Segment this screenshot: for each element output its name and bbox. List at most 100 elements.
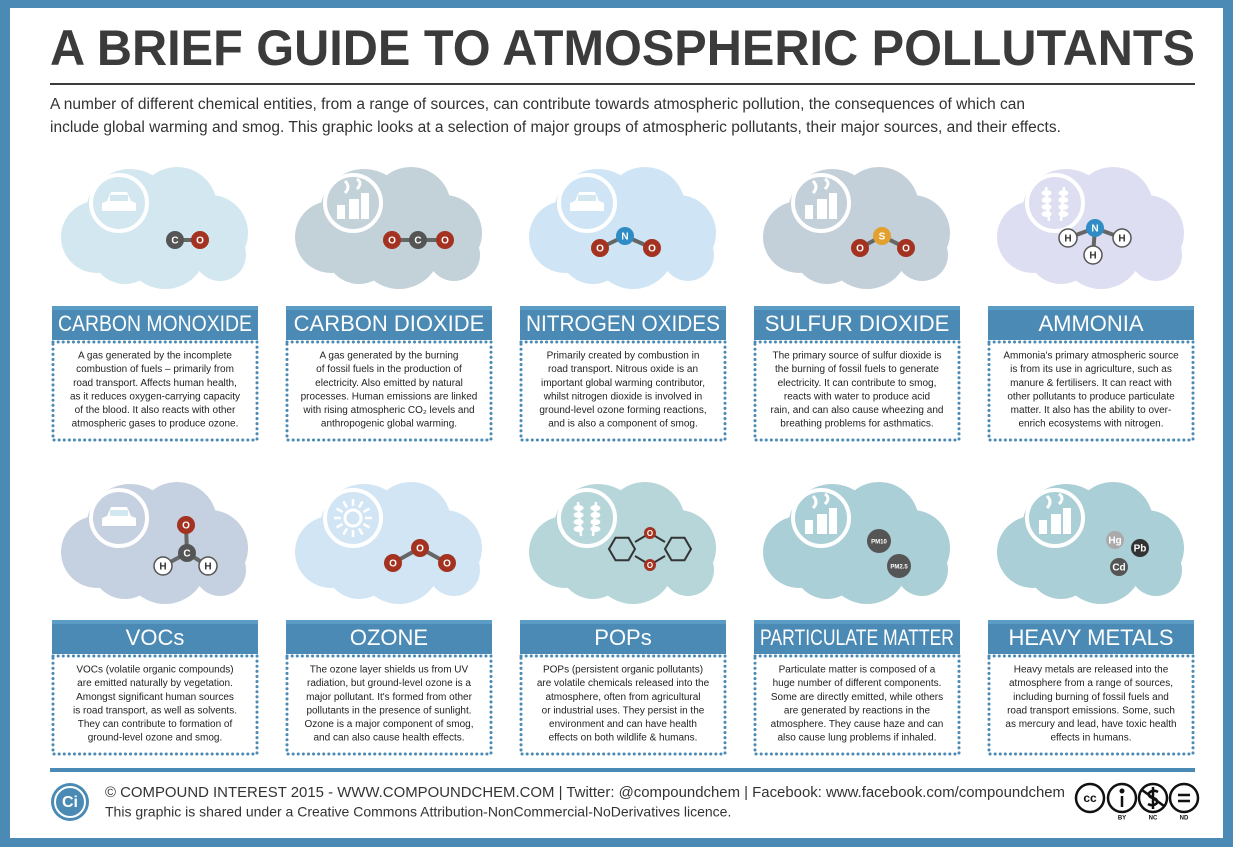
cloud-puff	[1130, 544, 1182, 596]
card-text: as mercury and lead, have toxic health	[1005, 719, 1176, 730]
card-header	[286, 306, 492, 340]
ring	[663, 536, 693, 562]
card-text: and is also a component of smog.	[548, 419, 698, 430]
wheat-grain	[1058, 190, 1069, 196]
card-header-tab	[52, 306, 258, 310]
card-text: electricity. Also emitted by natural	[315, 378, 463, 389]
card-text: with rising atmospheric CO₂ levels and	[302, 405, 474, 416]
card-text: effects in humans.	[1051, 733, 1132, 744]
sun-ray	[357, 527, 364, 536]
sun-ray	[362, 507, 371, 514]
card-text: effects on both wildlife & humans.	[549, 733, 698, 744]
card-text: of fossil fuels in the production of	[316, 364, 462, 375]
intro-line: A number of different chemical entities,…	[50, 96, 1025, 113]
wheat-grain	[573, 519, 584, 525]
card-title: OZONE	[350, 625, 428, 650]
card-text: radiation, but ground-level ozone is a	[307, 678, 471, 689]
card-body	[987, 654, 1195, 756]
card-text: is road transport, as well as solvents.	[73, 705, 237, 716]
ring	[607, 536, 637, 562]
card-text: whilst nitrogen dioxide is involved in	[543, 391, 702, 402]
card-body	[753, 654, 961, 756]
atom	[411, 539, 429, 557]
icon-ring	[557, 488, 617, 548]
card-header-tab	[988, 620, 1194, 624]
atom-label: H	[1118, 234, 1125, 245]
card-title: VOCs	[126, 625, 185, 650]
cloud-puff	[91, 216, 159, 284]
factory-bar	[1063, 508, 1071, 534]
atom-label: O	[182, 521, 190, 532]
icon-ring	[89, 173, 149, 233]
card-header	[52, 306, 258, 340]
card-title: POPs	[594, 625, 651, 650]
wheat-grain	[1058, 204, 1069, 210]
factory-bar	[805, 520, 813, 534]
wheat-grain	[1058, 211, 1069, 217]
card-body	[519, 654, 727, 756]
atom-label: Cd	[1112, 563, 1125, 574]
icon-ring	[323, 173, 383, 233]
card-text: environment and can have health	[549, 719, 697, 730]
card-header	[286, 620, 492, 654]
atom-label: Pb	[1134, 544, 1147, 555]
cloud-puff	[793, 216, 861, 284]
smoke	[811, 492, 830, 510]
card-text: atmospheric gases to produce ozone.	[72, 419, 239, 430]
sun-ray	[357, 500, 364, 509]
card-text: road transport. Affects human health,	[73, 378, 237, 389]
factory-bar	[337, 205, 345, 219]
card-text: are emitted naturally by vegetation.	[77, 678, 233, 689]
atom	[591, 239, 609, 257]
cloud-puff	[1027, 531, 1095, 599]
card-text: combustion of fuels – primarily from	[76, 364, 234, 375]
atom	[409, 231, 427, 249]
card-title: HEAVY METALS	[1008, 625, 1173, 650]
atom-label: O	[596, 244, 604, 255]
card-text: pollutants in the presence of sunlight.	[306, 705, 471, 716]
atom-label: O	[443, 559, 451, 570]
atom	[1106, 531, 1124, 549]
atom-label: O	[648, 244, 656, 255]
factory-bar	[805, 205, 813, 219]
atom	[1058, 228, 1078, 248]
car-window	[110, 510, 128, 516]
atom	[198, 556, 218, 576]
atom	[644, 527, 656, 539]
icon-ring	[557, 173, 617, 233]
card-text: huge number of different components.	[773, 678, 942, 689]
wheat-grain	[1041, 197, 1052, 203]
card-title: AMMONIA	[1038, 311, 1143, 336]
cloud-puff	[428, 229, 480, 281]
icon-ring	[1025, 488, 1085, 548]
card-header-tab	[754, 620, 960, 624]
card-body	[285, 654, 493, 756]
card-text: road transport emissions. Some, such	[1007, 705, 1175, 716]
card-text: enrich ecosystems with nitrogen.	[1018, 419, 1163, 430]
atom-label: O	[902, 244, 910, 255]
cloud-puff	[793, 531, 861, 599]
wheat-grain	[590, 505, 601, 511]
nd-icon	[1168, 782, 1200, 814]
card-header	[754, 620, 960, 654]
card-text: the burning of fossil fuels to generate	[775, 364, 939, 375]
badge-label: ND	[1180, 816, 1189, 822]
atom-label: S	[879, 232, 886, 243]
card-header-tab	[520, 306, 726, 310]
atom	[887, 554, 911, 578]
card-text: anthropogenic global warming.	[321, 419, 457, 430]
atom	[867, 529, 891, 553]
card-text: Amongst significant human sources	[76, 692, 234, 703]
card-text: They can contribute to formation of	[78, 719, 233, 730]
card-header	[520, 306, 726, 340]
cloud-puff	[662, 544, 714, 596]
wheat-grain	[590, 526, 601, 532]
atom	[177, 516, 195, 534]
atom-label: H	[204, 562, 211, 573]
atom	[436, 231, 454, 249]
card-text: as it reduces oxygen-carrying capacity	[70, 391, 240, 402]
smoke	[1045, 492, 1064, 510]
icon-ring	[791, 173, 851, 233]
cloud-puff	[325, 216, 393, 284]
atom	[873, 227, 891, 245]
